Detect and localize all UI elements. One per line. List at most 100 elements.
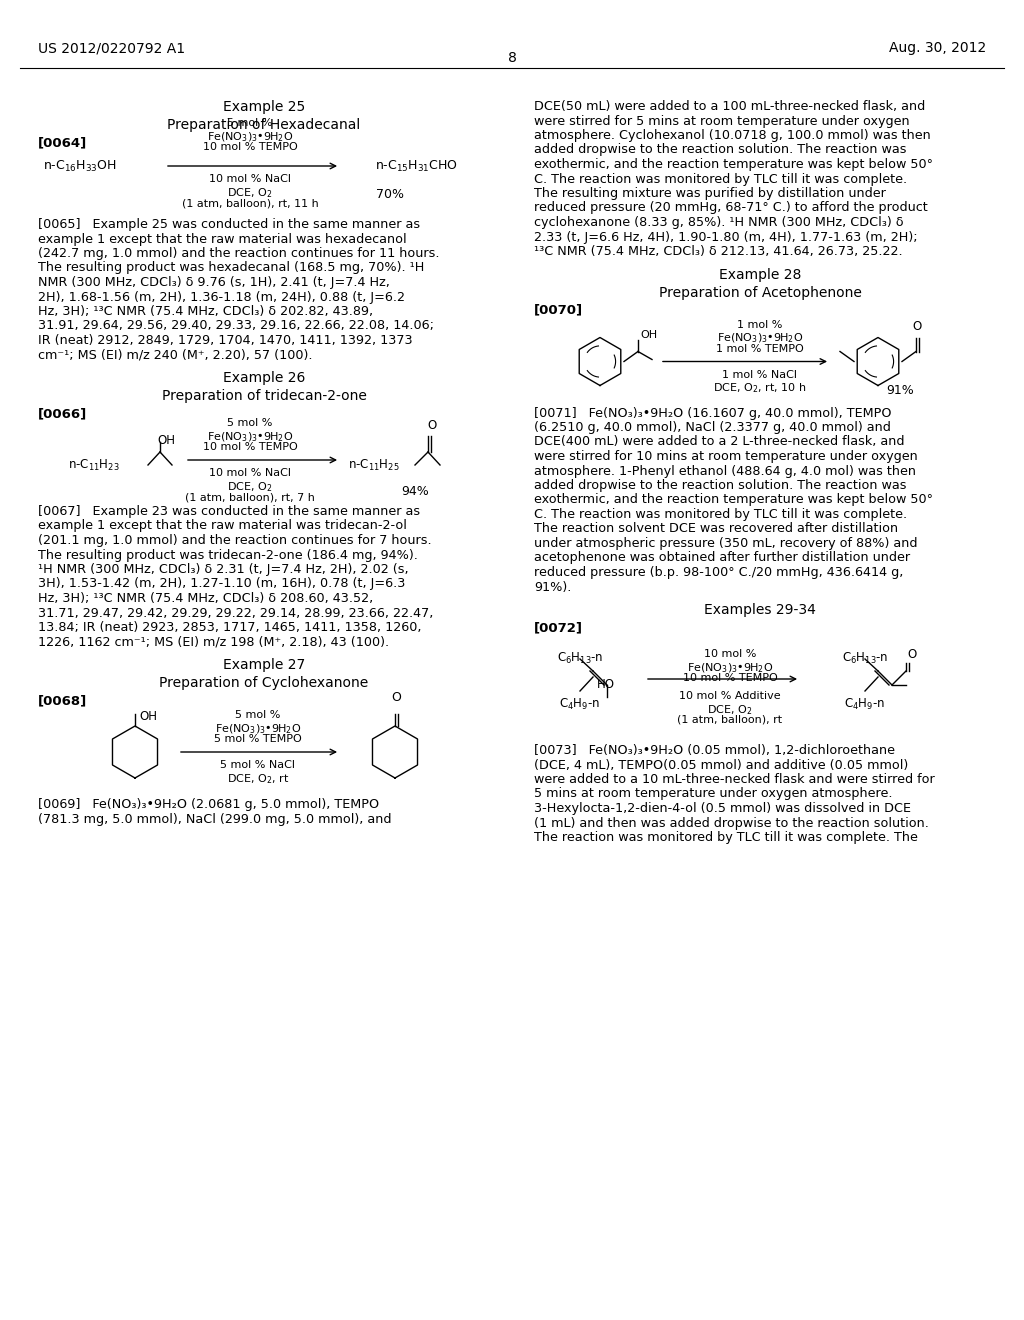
Text: 2H), 1.68-1.56 (m, 2H), 1.36-1.18 (m, 24H), 0.88 (t, J=6.2: 2H), 1.68-1.56 (m, 2H), 1.36-1.18 (m, 24…: [38, 290, 406, 304]
Text: Preparation of Hexadecanal: Preparation of Hexadecanal: [167, 117, 360, 132]
Text: OH: OH: [157, 433, 175, 446]
Text: (6.2510 g, 40.0 mmol), NaCl (2.3377 g, 40.0 mmol) and: (6.2510 g, 40.0 mmol), NaCl (2.3377 g, 4…: [534, 421, 891, 434]
Text: The reaction solvent DCE was recovered after distillation: The reaction solvent DCE was recovered a…: [534, 523, 898, 536]
Text: exothermic, and the reaction temperature was kept below 50°: exothermic, and the reaction temperature…: [534, 158, 933, 172]
Text: added dropwise to the reaction solution. The reaction was: added dropwise to the reaction solution.…: [534, 144, 906, 157]
Text: 94%: 94%: [401, 484, 429, 498]
Text: exothermic, and the reaction temperature was kept below 50°: exothermic, and the reaction temperature…: [534, 494, 933, 507]
Text: 2.33 (t, J=6.6 Hz, 4H), 1.90-1.80 (m, 4H), 1.77-1.63 (m, 2H);: 2.33 (t, J=6.6 Hz, 4H), 1.90-1.80 (m, 4H…: [534, 231, 918, 243]
Text: DCE, O$_2$: DCE, O$_2$: [227, 186, 272, 199]
Text: C. The reaction was monitored by TLC till it was complete.: C. The reaction was monitored by TLC til…: [534, 508, 907, 521]
Text: C$_6$H$_{13}$-n: C$_6$H$_{13}$-n: [557, 651, 603, 667]
Text: Fe(NO$_3$)$_3$•9H$_2$O: Fe(NO$_3$)$_3$•9H$_2$O: [215, 722, 301, 735]
Text: 1 mol % TEMPO: 1 mol % TEMPO: [716, 343, 804, 354]
Text: cm⁻¹; MS (EI) m/z 240 (M⁺, 2.20), 57 (100).: cm⁻¹; MS (EI) m/z 240 (M⁺, 2.20), 57 (10…: [38, 348, 312, 362]
Text: NMR (300 MHz, CDCl₃) δ 9.76 (s, 1H), 2.41 (t, J=7.4 Hz,: NMR (300 MHz, CDCl₃) δ 9.76 (s, 1H), 2.4…: [38, 276, 390, 289]
Text: ¹³C NMR (75.4 MHz, CDCl₃) δ 212.13, 41.64, 26.73, 25.22.: ¹³C NMR (75.4 MHz, CDCl₃) δ 212.13, 41.6…: [534, 246, 902, 257]
Text: OH: OH: [139, 710, 157, 723]
Text: 5 mins at room temperature under oxygen atmosphere.: 5 mins at room temperature under oxygen …: [534, 788, 893, 800]
Text: C. The reaction was monitored by TLC till it was complete.: C. The reaction was monitored by TLC til…: [534, 173, 907, 186]
Text: [0065]   Example 25 was conducted in the same manner as: [0065] Example 25 was conducted in the s…: [38, 218, 420, 231]
Text: [0066]: [0066]: [38, 407, 87, 420]
Text: ¹H NMR (300 MHz, CDCl₃) δ 2.31 (t, J=7.4 Hz, 2H), 2.02 (s,: ¹H NMR (300 MHz, CDCl₃) δ 2.31 (t, J=7.4…: [38, 564, 409, 576]
Text: Fe(NO$_3$)$_3$•9H$_2$O: Fe(NO$_3$)$_3$•9H$_2$O: [687, 661, 773, 675]
Text: 91%: 91%: [886, 384, 913, 396]
Text: O: O: [907, 648, 916, 661]
Text: HO: HO: [597, 678, 615, 692]
Text: (DCE, 4 mL), TEMPO(0.05 mmol) and additive (0.05 mmol): (DCE, 4 mL), TEMPO(0.05 mmol) and additi…: [534, 759, 908, 771]
Text: 1226, 1162 cm⁻¹; MS (EI) m/z 198 (M⁺, 2.18), 43 (100).: 1226, 1162 cm⁻¹; MS (EI) m/z 198 (M⁺, 2.…: [38, 635, 389, 648]
Text: 5 mol %: 5 mol %: [227, 418, 272, 428]
Text: Example 25: Example 25: [223, 100, 305, 114]
Text: cyclohexanone (8.33 g, 85%). ¹H NMR (300 MHz, CDCl₃) δ: cyclohexanone (8.33 g, 85%). ¹H NMR (300…: [534, 216, 903, 228]
Text: (1 mL) and then was added dropwise to the reaction solution.: (1 mL) and then was added dropwise to th…: [534, 817, 929, 829]
Text: [0072]: [0072]: [534, 620, 583, 634]
Text: [0070]: [0070]: [534, 304, 583, 317]
Text: were stirred for 10 mins at room temperature under oxygen: were stirred for 10 mins at room tempera…: [534, 450, 918, 463]
Text: Fe(NO$_3$)$_3$•9H$_2$O: Fe(NO$_3$)$_3$•9H$_2$O: [717, 331, 803, 345]
Text: n-C$_{11}$H$_{25}$: n-C$_{11}$H$_{25}$: [348, 458, 399, 473]
Text: DCE, O$_2$, rt: DCE, O$_2$, rt: [227, 772, 289, 785]
Text: The resulting product was hexadecanal (168.5 mg, 70%). ¹H: The resulting product was hexadecanal (1…: [38, 261, 424, 275]
Text: (1 atm, balloon), rt, 11 h: (1 atm, balloon), rt, 11 h: [181, 198, 318, 209]
Text: 10 mol % TEMPO: 10 mol % TEMPO: [683, 673, 777, 682]
Text: [0069]   Fe(NO₃)₃•9H₂O (2.0681 g, 5.0 mmol), TEMPO: [0069] Fe(NO₃)₃•9H₂O (2.0681 g, 5.0 mmol…: [38, 799, 379, 810]
Text: DCE, O$_2$: DCE, O$_2$: [708, 704, 753, 717]
Text: O: O: [427, 418, 436, 432]
Text: 10 mol % Additive: 10 mol % Additive: [679, 690, 781, 701]
Text: The resulting mixture was purified by distillation under: The resulting mixture was purified by di…: [534, 187, 886, 201]
Text: 31.71, 29.47, 29.42, 29.29, 29.22, 29.14, 28.99, 23.66, 22.47,: 31.71, 29.47, 29.42, 29.29, 29.22, 29.14…: [38, 606, 433, 619]
Text: Example 26: Example 26: [223, 371, 305, 385]
Text: DCE, O$_2$: DCE, O$_2$: [227, 480, 272, 494]
Text: n-C$_{11}$H$_{23}$: n-C$_{11}$H$_{23}$: [68, 458, 120, 473]
Text: 5 mol %: 5 mol %: [236, 710, 281, 719]
Text: US 2012/0220792 A1: US 2012/0220792 A1: [38, 41, 185, 55]
Text: Examples 29-34: Examples 29-34: [705, 603, 816, 616]
Text: were added to a 10 mL-three-necked flask and were stirred for: were added to a 10 mL-three-necked flask…: [534, 774, 935, 785]
Text: The resulting product was tridecan-2-one (186.4 mg, 94%).: The resulting product was tridecan-2-one…: [38, 549, 418, 561]
Text: Example 28: Example 28: [719, 268, 801, 281]
Text: 5 mol %: 5 mol %: [227, 117, 272, 128]
Text: 3-Hexylocta-1,2-dien-4-ol (0.5 mmol) was dissolved in DCE: 3-Hexylocta-1,2-dien-4-ol (0.5 mmol) was…: [534, 803, 911, 814]
Text: added dropwise to the reaction solution. The reaction was: added dropwise to the reaction solution.…: [534, 479, 906, 492]
Text: Fe(NO$_3$)$_3$•9H$_2$O: Fe(NO$_3$)$_3$•9H$_2$O: [207, 129, 293, 144]
Text: atmosphere. 1-Phenyl ethanol (488.64 g, 4.0 mol) was then: atmosphere. 1-Phenyl ethanol (488.64 g, …: [534, 465, 916, 478]
Text: DCE, O$_2$, rt, 10 h: DCE, O$_2$, rt, 10 h: [714, 381, 807, 395]
Text: 3H), 1.53-1.42 (m, 2H), 1.27-1.10 (m, 16H), 0.78 (t, J=6.3: 3H), 1.53-1.42 (m, 2H), 1.27-1.10 (m, 16…: [38, 578, 406, 590]
Text: C$_4$H$_9$-n: C$_4$H$_9$-n: [559, 697, 601, 711]
Text: 1 mol % NaCl: 1 mol % NaCl: [723, 370, 798, 380]
Text: example 1 except that the raw material was tridecan-2-ol: example 1 except that the raw material w…: [38, 520, 407, 532]
Text: (1 atm, balloon), rt: (1 atm, balloon), rt: [678, 715, 782, 725]
Text: reduced pressure (20 mmHg, 68-71° C.) to afford the product: reduced pressure (20 mmHg, 68-71° C.) to…: [534, 202, 928, 214]
Text: [0064]: [0064]: [38, 136, 87, 149]
Text: (1 atm, balloon), rt, 7 h: (1 atm, balloon), rt, 7 h: [185, 492, 315, 502]
Text: [0068]: [0068]: [38, 694, 87, 708]
Text: 10 mol % TEMPO: 10 mol % TEMPO: [203, 143, 297, 152]
Text: (201.1 mg, 1.0 mmol) and the reaction continues for 7 hours.: (201.1 mg, 1.0 mmol) and the reaction co…: [38, 535, 432, 546]
Text: The reaction was monitored by TLC till it was complete. The: The reaction was monitored by TLC till i…: [534, 832, 918, 843]
Text: 5 mol % TEMPO: 5 mol % TEMPO: [214, 734, 302, 744]
Text: Aug. 30, 2012: Aug. 30, 2012: [889, 41, 986, 55]
Text: n-C$_{16}$H$_{33}$OH: n-C$_{16}$H$_{33}$OH: [43, 158, 117, 173]
Text: atmosphere. Cyclohexanol (10.0718 g, 100.0 mmol) was then: atmosphere. Cyclohexanol (10.0718 g, 100…: [534, 129, 931, 143]
Text: Hz, 3H); ¹³C NMR (75.4 MHz, CDCl₃) δ 208.60, 43.52,: Hz, 3H); ¹³C NMR (75.4 MHz, CDCl₃) δ 208…: [38, 591, 374, 605]
Text: O: O: [912, 321, 922, 334]
Text: OH: OH: [640, 330, 657, 341]
Text: 10 mol %: 10 mol %: [703, 649, 756, 659]
Text: 8: 8: [508, 51, 516, 65]
Text: 10 mol % TEMPO: 10 mol % TEMPO: [203, 442, 297, 451]
Text: acetophenone was obtained after further distillation under: acetophenone was obtained after further …: [534, 552, 910, 565]
Text: under atmospheric pressure (350 mL, recovery of 88%) and: under atmospheric pressure (350 mL, reco…: [534, 537, 918, 550]
Text: 1 mol %: 1 mol %: [737, 319, 782, 330]
Text: example 1 except that the raw material was hexadecanol: example 1 except that the raw material w…: [38, 232, 407, 246]
Text: DCE(50 mL) were added to a 100 mL-three-necked flask, and: DCE(50 mL) were added to a 100 mL-three-…: [534, 100, 926, 114]
Text: 10 mol % NaCl: 10 mol % NaCl: [209, 174, 291, 183]
Text: Fe(NO$_3$)$_3$•9H$_2$O: Fe(NO$_3$)$_3$•9H$_2$O: [207, 430, 293, 444]
Text: 13.84; IR (neat) 2923, 2853, 1717, 1465, 1411, 1358, 1260,: 13.84; IR (neat) 2923, 2853, 1717, 1465,…: [38, 620, 422, 634]
Text: Preparation of Cyclohexanone: Preparation of Cyclohexanone: [160, 676, 369, 690]
Text: reduced pressure (b.p. 98-100° C./20 mmHg, 436.6414 g,: reduced pressure (b.p. 98-100° C./20 mmH…: [534, 566, 903, 579]
Text: were stirred for 5 mins at room temperature under oxygen: were stirred for 5 mins at room temperat…: [534, 115, 909, 128]
Text: 91%).: 91%).: [534, 581, 571, 594]
Text: Preparation of tridecan-2-one: Preparation of tridecan-2-one: [162, 389, 367, 403]
Text: [0071]   Fe(NO₃)₃•9H₂O (16.1607 g, 40.0 mmol), TEMPO: [0071] Fe(NO₃)₃•9H₂O (16.1607 g, 40.0 mm…: [534, 407, 892, 420]
